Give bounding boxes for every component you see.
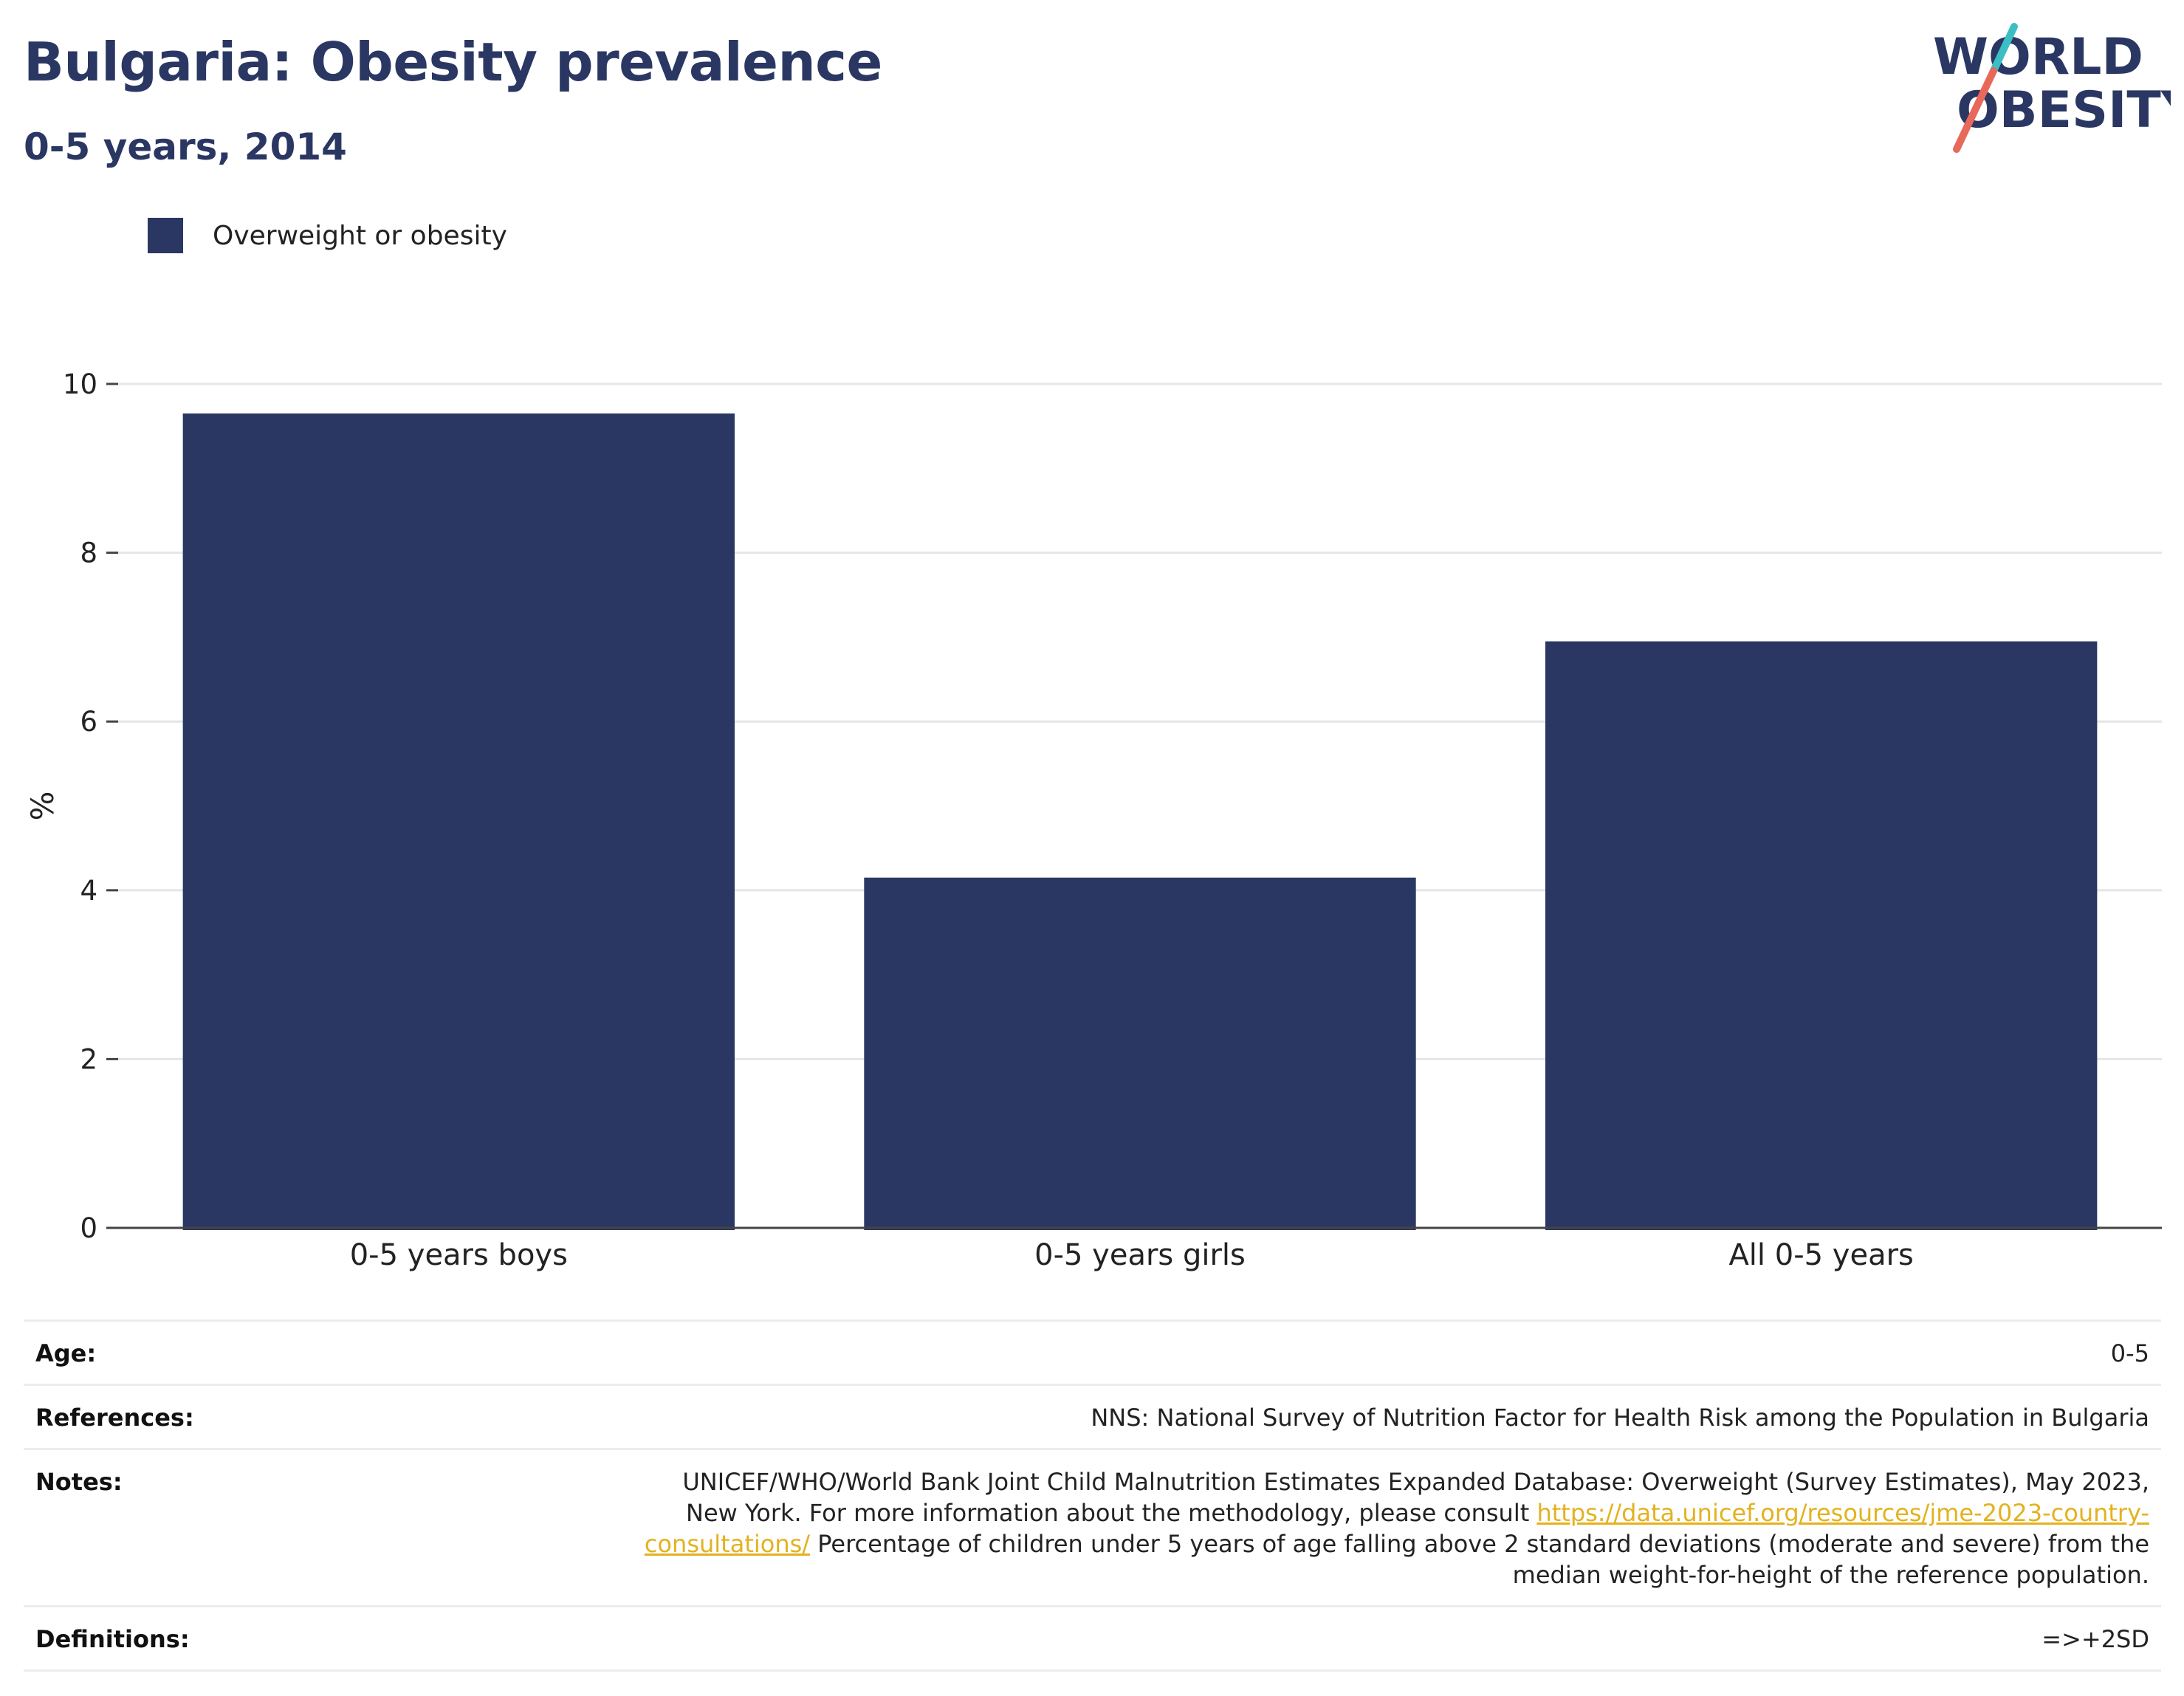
logo-slash-coral bbox=[1953, 67, 1997, 153]
bar-chart: 0 2 4 6 8 10% 0-5 years boys 0-5 years girls All… bbox=[24, 368, 2162, 1272]
metadata-row-references: References: NNS: National Survey of Nutr… bbox=[24, 1384, 2161, 1448]
notes-value: UNICEF/WHO/World Bank Joint Child Malnut… bbox=[636, 1466, 2149, 1590]
y-tick-label: 0 bbox=[80, 1212, 97, 1244]
chart-legend: Overweight or obesity bbox=[148, 218, 507, 253]
y-tick-label: 10 bbox=[63, 368, 97, 400]
metadata-row-age: Age: 0-5 bbox=[24, 1319, 2161, 1384]
y-axis-label: % bbox=[24, 792, 61, 821]
definitions-key: Definitions: bbox=[35, 1625, 190, 1653]
methodology-link[interactable]: https://data.unicef.org/resources/jme-20… bbox=[644, 1499, 2149, 1558]
references-key: References: bbox=[35, 1404, 194, 1432]
age-key: Age: bbox=[35, 1339, 97, 1367]
metadata-table: Age: 0-5 References: NNS: National Surve… bbox=[24, 1319, 2161, 1672]
definitions-value: =>+2SD bbox=[2042, 1625, 2149, 1653]
x-tick-label: 0-5 years girls bbox=[1034, 1238, 1246, 1272]
x-tick-label: All 0-5 years bbox=[1728, 1238, 1913, 1272]
y-tick-label: 4 bbox=[80, 875, 97, 907]
y-tick-label: 8 bbox=[80, 538, 97, 569]
bar bbox=[864, 877, 1416, 1230]
world-obesity-logo: WORLD OBESITY bbox=[1933, 23, 2171, 153]
logo-slash-teal bbox=[1990, 23, 2018, 75]
metadata-row-definitions: Definitions: =>+2SD bbox=[24, 1605, 2161, 1672]
chart-title: Bulgaria: Obesity prevalence bbox=[24, 31, 882, 93]
logo-word-obesity: OBESITY bbox=[1957, 81, 2171, 140]
y-tick-label: 2 bbox=[80, 1043, 97, 1075]
legend-label: Overweight or obesity bbox=[213, 220, 507, 251]
bar bbox=[1545, 641, 2098, 1230]
bar bbox=[182, 413, 735, 1230]
notes-text-after: Percentage of children under 5 years of … bbox=[810, 1530, 2149, 1589]
legend-swatch bbox=[148, 218, 183, 253]
x-tick-label: 0-5 years boys bbox=[350, 1238, 568, 1272]
logo-word-world: WORLD bbox=[1933, 28, 2143, 86]
metadata-row-notes: Notes: UNICEF/WHO/World Bank Joint Child… bbox=[24, 1448, 2161, 1605]
age-value: 0-5 bbox=[2110, 1339, 2149, 1367]
references-value: NNS: National Survey of Nutrition Factor… bbox=[1091, 1404, 2149, 1432]
notes-key: Notes: bbox=[35, 1468, 123, 1496]
y-tick-label: 6 bbox=[80, 706, 97, 738]
chart-subtitle: 0-5 years, 2014 bbox=[24, 126, 347, 168]
notes-text-before: UNICEF/WHO/World Bank Joint Child Malnut… bbox=[682, 1468, 2149, 1527]
